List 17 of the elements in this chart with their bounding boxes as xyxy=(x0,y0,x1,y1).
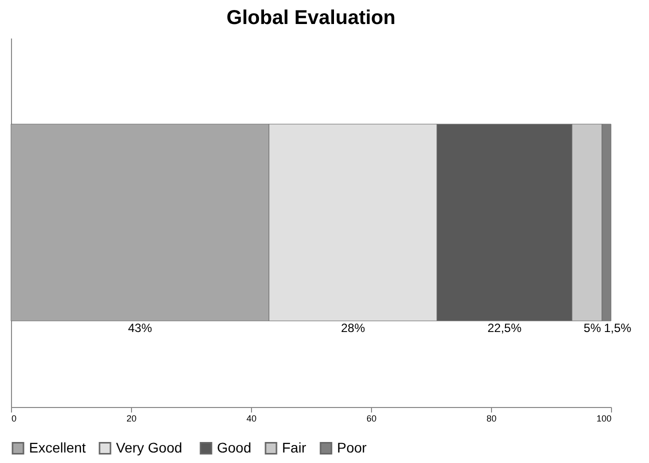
x-tick-label: 100 xyxy=(596,414,612,424)
x-tick-label: 40 xyxy=(246,414,257,424)
legend-label: Excellent xyxy=(29,439,86,456)
data-label: 5% xyxy=(584,320,602,335)
x-tick-label: 60 xyxy=(366,414,377,424)
chart-title: Global Evaluation xyxy=(226,7,396,29)
legend-label: Very Good xyxy=(116,439,182,456)
legend-label: Poor xyxy=(337,439,367,456)
data-label: 1,5% xyxy=(604,320,632,335)
x-tick-label: 0 xyxy=(12,414,17,424)
data-label: 43% xyxy=(128,320,152,335)
data-label: 28% xyxy=(340,320,366,335)
x-tick-label: 80 xyxy=(486,414,497,424)
x-tick-label: 20 xyxy=(126,414,137,424)
data-label: 22,5% xyxy=(487,320,522,335)
legend-label: Good xyxy=(217,439,252,456)
legend-label: Fair xyxy=(282,439,306,456)
